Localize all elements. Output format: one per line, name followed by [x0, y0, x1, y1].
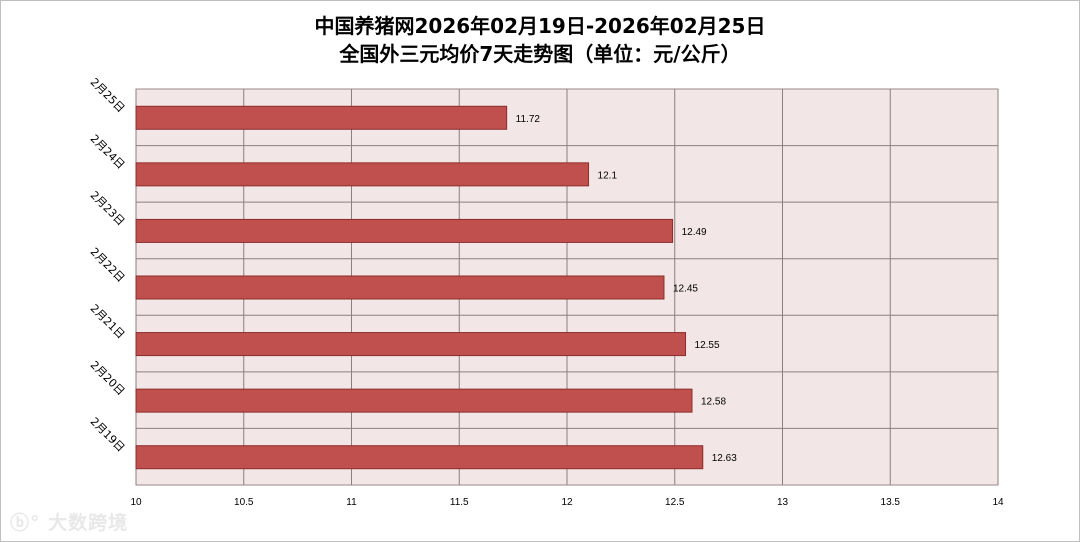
bar	[135, 332, 687, 357]
bar	[135, 388, 693, 413]
y-tick-label: 2月21日	[88, 302, 128, 342]
y-tick-label: 2月20日	[88, 358, 128, 398]
watermark-text: 大数跨境	[48, 512, 129, 534]
data-label: 12.63	[712, 453, 737, 464]
x-tick-label: 13	[777, 497, 789, 508]
bar	[135, 275, 665, 300]
bar	[135, 105, 508, 130]
data-label: 11.72	[516, 114, 541, 125]
watermark-logo: ⓑ° 大数跨境	[10, 508, 128, 535]
x-tick-label: 13.5	[881, 497, 901, 508]
x-tick-label: 11.5	[450, 497, 469, 508]
x-tick-label: 12	[561, 497, 573, 508]
y-tick-label: 2月24日	[88, 132, 128, 172]
x-tick-label: 14	[992, 497, 1004, 508]
x-tick-label: 11	[346, 497, 357, 508]
x-tick-label: 10.5	[234, 497, 254, 508]
bar	[135, 218, 674, 243]
bar	[135, 445, 704, 470]
x-tick-label: 10	[130, 497, 142, 508]
data-label: 12.55	[695, 340, 720, 351]
data-label: 12.45	[673, 284, 698, 295]
y-tick-label: 2月25日	[88, 76, 128, 116]
data-label: 12.49	[682, 227, 707, 238]
y-tick-label: 2月23日	[88, 189, 128, 229]
chart-title: 中国养猪网2026年02月19日-2026年02月25日	[314, 14, 766, 38]
y-tick-label: 2月22日	[88, 245, 128, 285]
watermark-icon: ⓑ°	[10, 512, 41, 534]
chart-subtitle: 全国外三元均价7天走势图（单位：元/公斤）	[339, 42, 741, 66]
bar	[135, 162, 590, 187]
y-tick-label: 2月19日	[88, 415, 128, 455]
data-label: 12.58	[701, 397, 726, 408]
x-tick-label: 12.5	[665, 497, 685, 508]
data-label: 12.1	[598, 170, 618, 181]
